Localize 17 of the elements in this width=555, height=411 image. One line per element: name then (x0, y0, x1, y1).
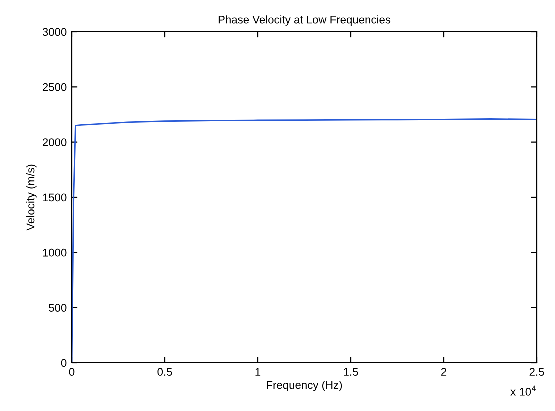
y-tick-label: 2500 (42, 83, 67, 92)
y-tick-label: 1000 (43, 248, 67, 257)
x-tick-label: 1.5 (344, 368, 358, 376)
x-tick-label: 0.5 (158, 368, 172, 376)
y-axis-title: Velocity (m/s) (26, 164, 37, 231)
y-tick-label: 0 (61, 359, 67, 368)
text: x 10$^{4}$ (510, 386, 536, 396)
x-tick-label: 2.5 (530, 368, 544, 376)
y-tick-label: 2000 (42, 138, 67, 146)
y-tick-label: 500 (49, 304, 67, 312)
x-axis-title: Frequency (Hz) (267, 380, 342, 392)
x-tick-label: 0 (69, 368, 75, 376)
y-tick-label: 1500 (43, 194, 67, 202)
x-tick-label: 2 (441, 368, 447, 376)
y-tick-label: 3000 (42, 28, 67, 36)
x-tick-label: 1 (256, 368, 261, 376)
chart-title: Phase Velocity at Low Frequencies (218, 16, 391, 26)
